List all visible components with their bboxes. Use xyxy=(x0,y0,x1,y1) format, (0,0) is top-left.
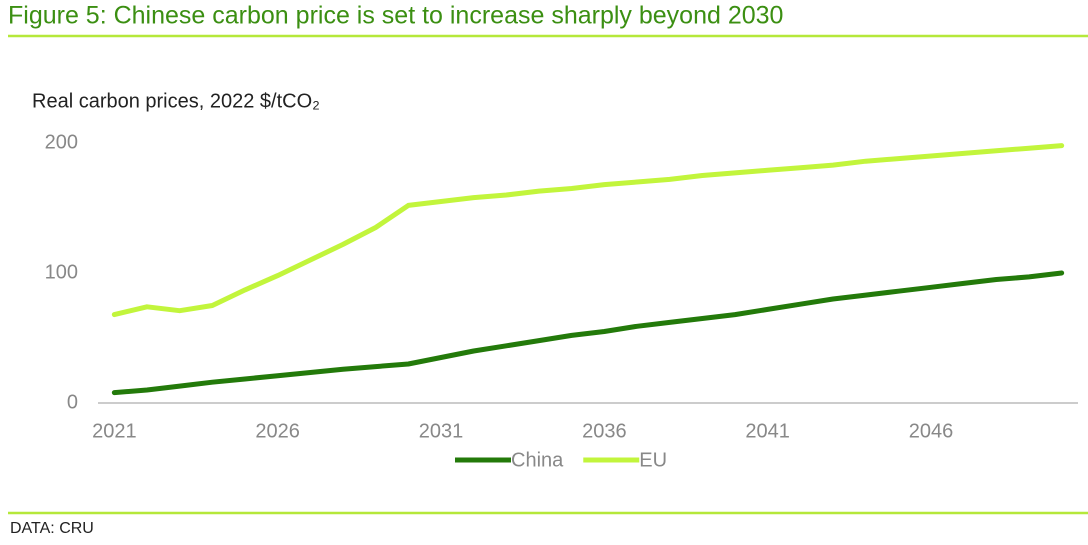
legend-label: China xyxy=(511,449,564,471)
chart-title: Figure 5: Chinese carbon price is set to… xyxy=(8,2,783,30)
line-series xyxy=(111,143,1065,318)
y-axis-label: Real carbon prices, 2022 $/tCO₂ xyxy=(32,90,320,112)
line-series xyxy=(111,270,1065,396)
legend-label: EU xyxy=(639,449,667,471)
x-tick-label: 2036 xyxy=(582,420,627,442)
source: DATA: CRU xyxy=(10,520,94,537)
x-tick-label: 2026 xyxy=(255,420,300,442)
x-tick-label: 2046 xyxy=(909,420,954,442)
y-tick-label: 200 xyxy=(45,131,78,153)
y-tick-label: 0 xyxy=(67,391,78,413)
x-tick-label: 2031 xyxy=(419,420,464,442)
x-tick-label: 2021 xyxy=(92,420,137,442)
y-tick-label: 100 xyxy=(45,261,78,283)
x-tick-label: 2041 xyxy=(745,420,790,442)
